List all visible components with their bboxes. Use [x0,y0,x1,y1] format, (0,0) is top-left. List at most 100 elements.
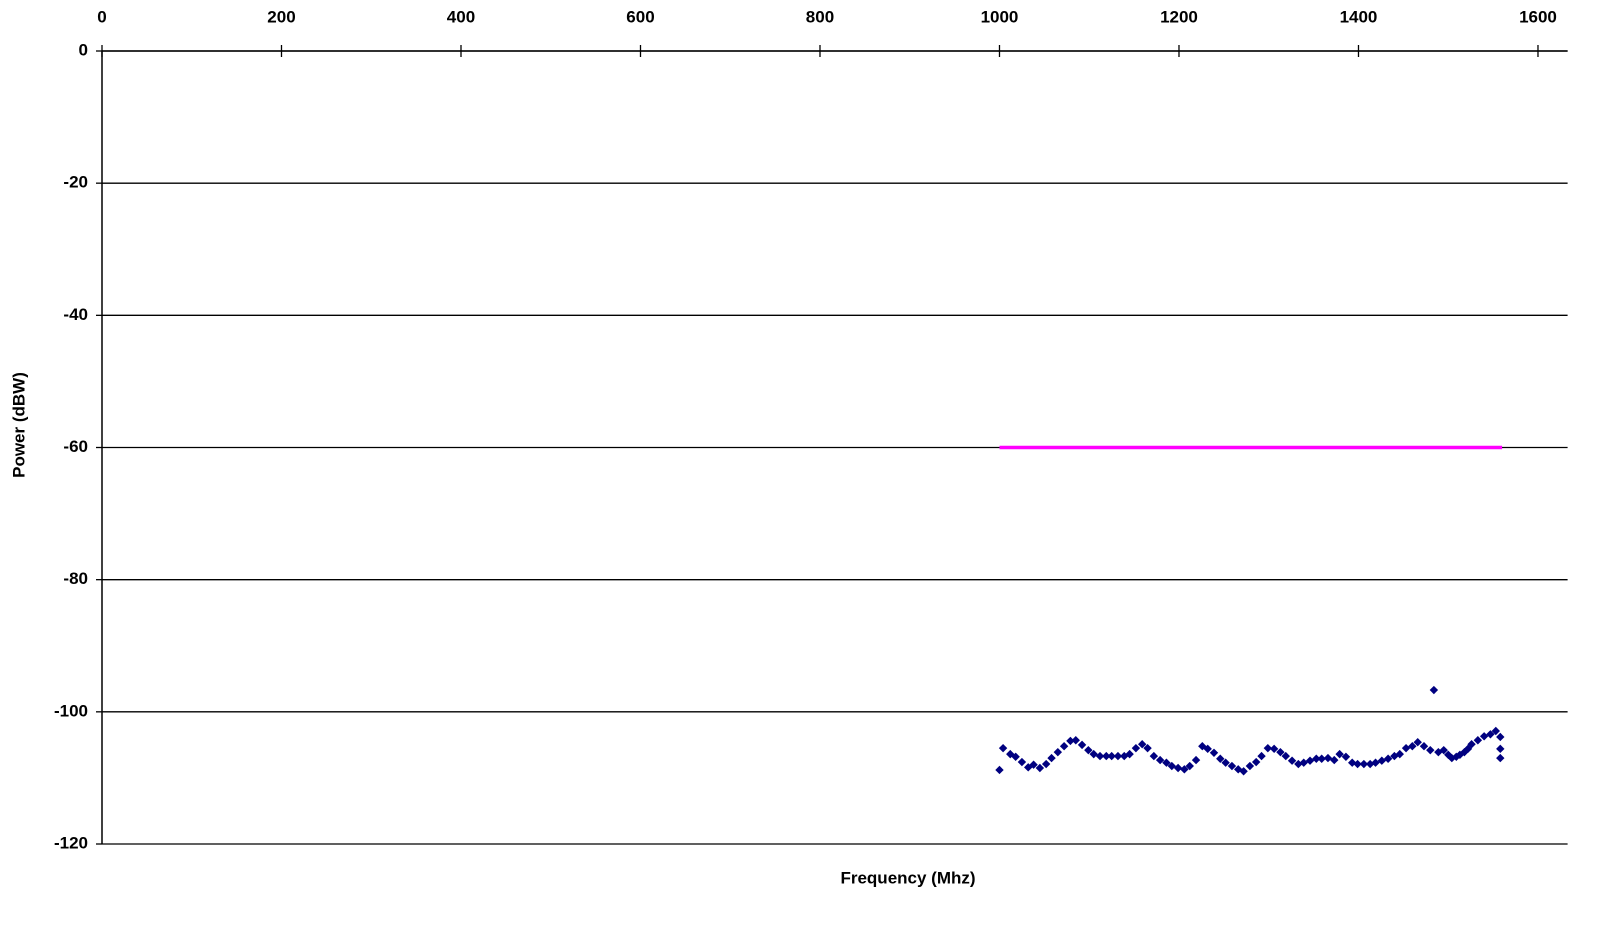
data-point [1479,732,1489,741]
data-point [1496,732,1505,742]
data-point [1173,763,1183,773]
data-point [1239,767,1248,776]
data-point [1371,758,1380,767]
data-point [1365,759,1375,769]
data-point [1452,752,1461,761]
y-tick-label: -40 [63,305,88,324]
data-point [1185,761,1194,771]
data-point [1444,750,1453,759]
data-point [1281,751,1290,761]
data-point [1335,749,1344,759]
data-point [1041,759,1051,769]
y-tick-label: -60 [63,437,88,456]
data-point [1131,743,1141,753]
data-point [1203,744,1212,754]
data-point [1353,759,1362,769]
x-tick-label: 1600 [1519,7,1557,26]
data-point [1269,744,1279,754]
data-point [1467,740,1476,749]
data-point [1077,740,1087,750]
data-point [1377,756,1387,765]
x-tick-label: 0 [97,7,106,26]
data-point [1299,758,1308,767]
data-point [1312,754,1321,763]
data-point [1413,738,1422,747]
data-point [1491,726,1501,736]
x-tick-label: 1000 [981,7,1019,26]
data-point [1486,730,1495,739]
data-point [1305,756,1315,765]
data-point [1162,758,1171,767]
data-point [1059,741,1069,751]
data-point [1113,751,1123,761]
data-point [1276,747,1285,757]
data-point [1341,752,1351,761]
data-point [1359,759,1369,769]
data-point [1221,758,1230,767]
data-point [1257,751,1266,761]
data-point [1125,749,1134,759]
data-point [1167,761,1177,771]
y-tick-label: -20 [63,173,88,192]
x-tick-label: 1400 [1340,7,1378,26]
data-point [1149,751,1159,761]
data-point [1011,752,1020,761]
data-point [1180,765,1189,774]
y-axis-label: Power (dBW) [9,372,28,478]
y-tick-label: 0 [79,40,88,59]
data-point [1017,757,1027,767]
data-point [1245,761,1255,771]
data-point [1209,748,1219,758]
x-tick-label: 800 [806,7,834,26]
data-point [1408,741,1417,751]
data-point [1053,747,1063,757]
data-point [1429,685,1439,695]
data-point [1071,736,1080,745]
data-point [1191,755,1201,765]
data-point [1143,743,1152,753]
data-point [1251,757,1261,767]
data-point [1426,745,1435,755]
data-point [1084,745,1093,755]
data-point [1383,754,1393,763]
x-tick-label: 600 [626,7,654,26]
data-point [1348,758,1357,767]
data-point [1227,761,1237,771]
data-point [1137,740,1147,749]
data-point [1066,736,1075,746]
data-point [1095,751,1105,761]
data-point [1496,753,1505,763]
data-point [1439,745,1448,755]
data-point [1401,743,1411,753]
data-point [1089,749,1098,759]
data-point [1463,744,1473,754]
data-point [1107,751,1116,761]
data-point [1234,765,1243,774]
data-point [1473,736,1483,745]
data-point [1263,743,1273,753]
data-point [1330,755,1339,765]
data-point [1287,756,1297,765]
data-point [1035,763,1045,773]
x-tick-label: 1200 [1160,7,1198,26]
data-point [995,765,1004,775]
data-point [1216,754,1225,763]
y-tick-label: -100 [54,701,88,720]
x-tick-label: 200 [267,7,295,26]
data-point [1390,751,1399,761]
y-tick-label: -120 [54,833,88,852]
data-point [1047,753,1056,763]
data-point [1447,753,1457,763]
x-axis-label: Frequency (Mhz) [840,868,975,887]
data-point [1120,751,1129,761]
data-point [1317,754,1326,763]
data-point [998,743,1008,753]
data-point [1155,755,1165,765]
data-point [1102,751,1111,761]
x-tick-label: 400 [447,7,475,26]
data-point [1460,747,1469,757]
data-point [1395,749,1404,759]
data-point [1024,763,1033,772]
data-point [1029,760,1038,769]
